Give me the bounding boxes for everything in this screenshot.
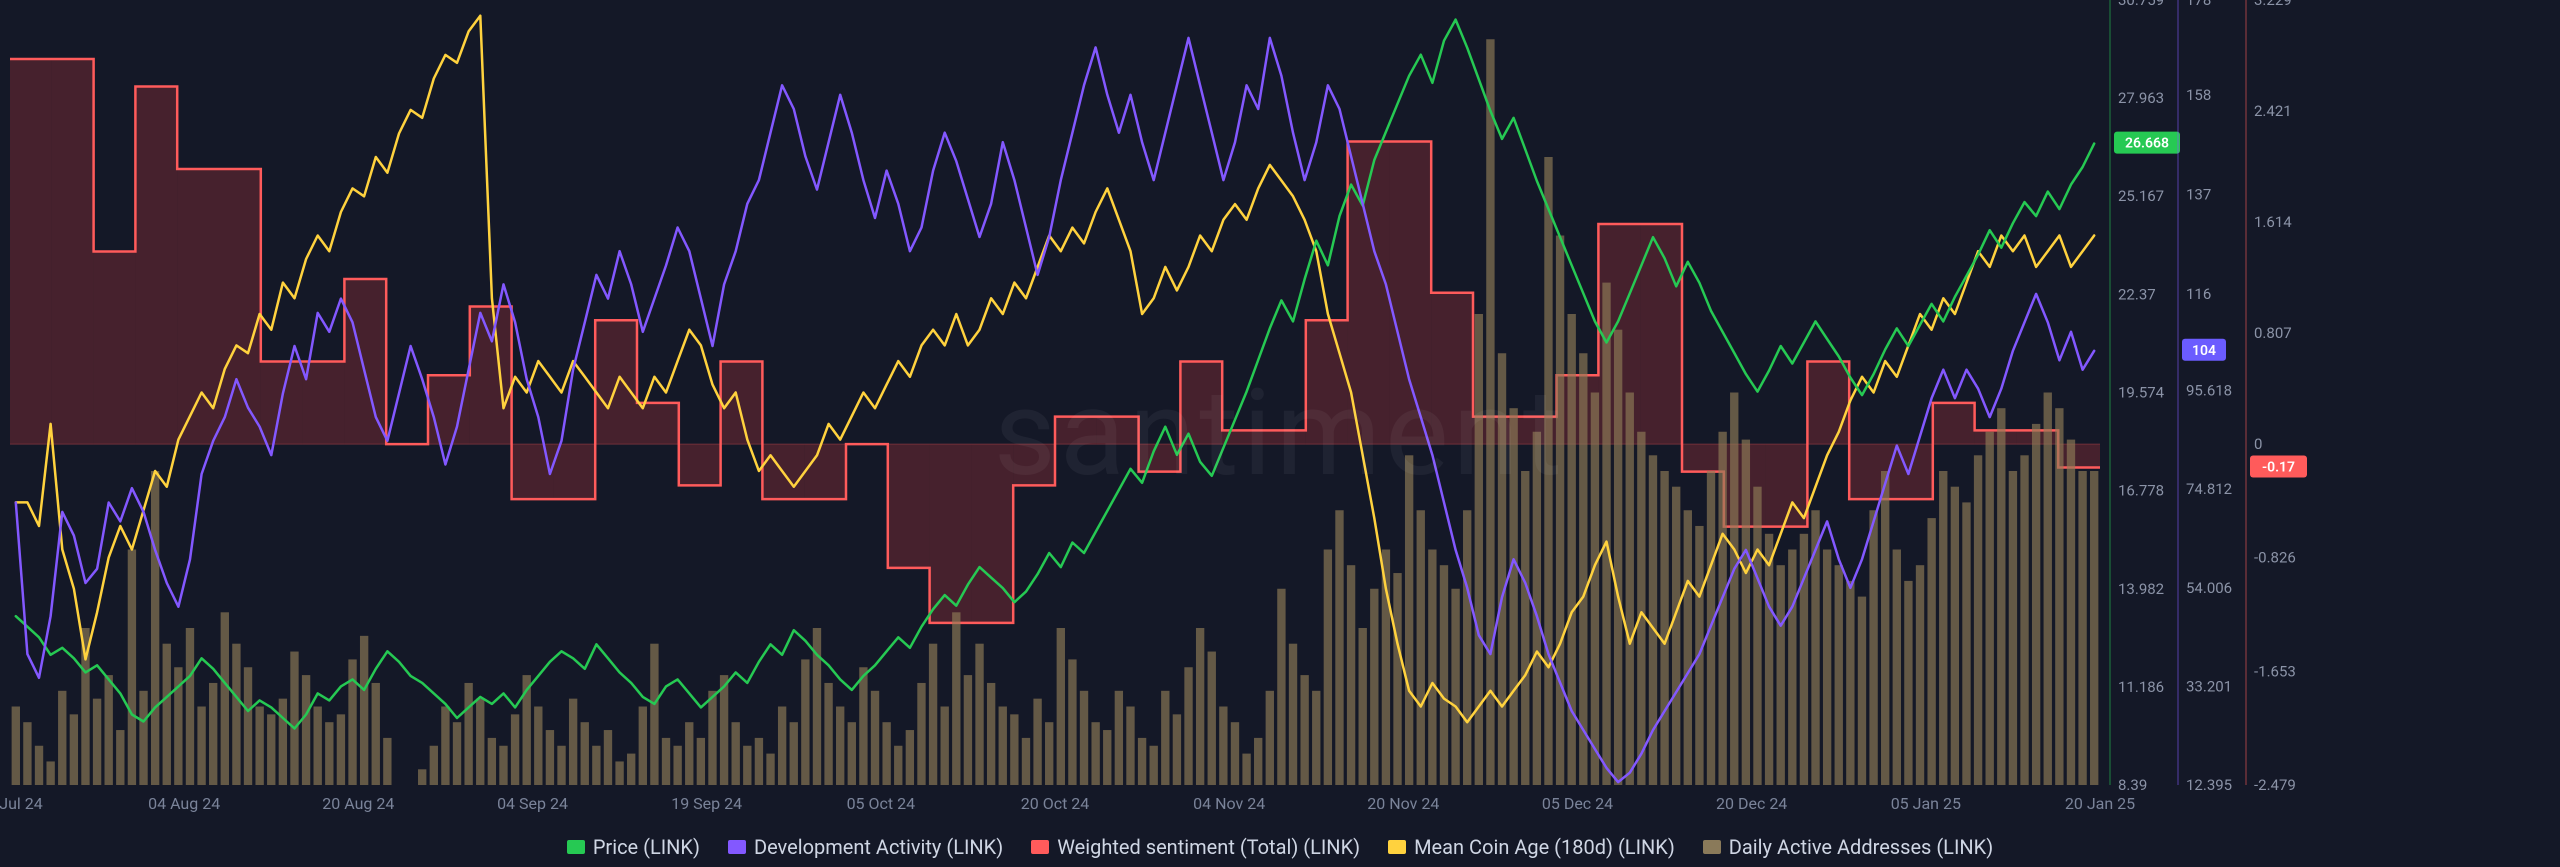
svg-text:74.812: 74.812 xyxy=(2186,480,2232,498)
legend-label: Weighted sentiment (Total) (LINK) xyxy=(1057,835,1360,859)
svg-text:2.421: 2.421 xyxy=(2254,102,2292,120)
svg-text:22.37: 22.37 xyxy=(2118,285,2156,303)
svg-text:20 Nov 24: 20 Nov 24 xyxy=(1367,794,1439,813)
svg-text:27.963: 27.963 xyxy=(2118,89,2164,107)
svg-text:158: 158 xyxy=(2186,86,2211,104)
svg-text:30.759: 30.759 xyxy=(2118,0,2164,9)
legend-swatch xyxy=(1031,840,1049,854)
svg-text:05 Dec 24: 05 Dec 24 xyxy=(1542,794,1613,813)
svg-text:13.982: 13.982 xyxy=(2118,580,2164,598)
chart-container: santiment 19 Jul 2404 Aug 2420 Aug 2404 … xyxy=(0,0,2560,867)
legend: Price (LINK) Development Activity (LINK) W… xyxy=(0,835,2560,859)
svg-text:-2.479: -2.479 xyxy=(2254,776,2296,794)
svg-text:05 Oct 24: 05 Oct 24 xyxy=(847,794,916,813)
legend-label: Price (LINK) xyxy=(593,835,700,859)
svg-text:116: 116 xyxy=(2186,285,2211,303)
svg-text:05 Jan 25: 05 Jan 25 xyxy=(1891,794,1961,813)
legend-item[interactable]: Weighted sentiment (Total) (LINK) xyxy=(1031,835,1360,859)
svg-text:26.668: 26.668 xyxy=(2125,136,2169,152)
svg-text:19 Sep 24: 19 Sep 24 xyxy=(671,794,742,813)
legend-swatch xyxy=(1703,840,1721,854)
legend-swatch xyxy=(567,840,585,854)
legend-swatch xyxy=(728,840,746,854)
legend-item[interactable]: Development Activity (LINK) xyxy=(728,835,1003,859)
legend-swatch xyxy=(1388,840,1406,854)
svg-text:1.614: 1.614 xyxy=(2254,213,2292,231)
svg-text:16.778: 16.778 xyxy=(2118,482,2164,500)
svg-text:25.167: 25.167 xyxy=(2118,187,2164,205)
legend-label: Development Activity (LINK) xyxy=(754,835,1003,859)
svg-text:178: 178 xyxy=(2186,0,2211,9)
svg-text:20 Dec 24: 20 Dec 24 xyxy=(1716,794,1787,813)
svg-text:04 Aug 24: 04 Aug 24 xyxy=(148,794,220,813)
svg-text:20 Jan 25: 20 Jan 25 xyxy=(2065,794,2135,813)
svg-text:33.201: 33.201 xyxy=(2186,677,2232,695)
legend-label: Mean Coin Age (180d) (LINK) xyxy=(1414,835,1675,859)
svg-text:95.618: 95.618 xyxy=(2186,382,2232,400)
svg-text:137: 137 xyxy=(2186,185,2211,203)
svg-text:-0.17: -0.17 xyxy=(2262,459,2295,475)
svg-text:12.395: 12.395 xyxy=(2186,776,2232,794)
svg-text:104: 104 xyxy=(2192,343,2216,359)
svg-text:04 Sep 24: 04 Sep 24 xyxy=(497,794,568,813)
svg-text:0: 0 xyxy=(2254,435,2262,453)
svg-text:20 Aug 24: 20 Aug 24 xyxy=(322,794,394,813)
legend-item[interactable]: Mean Coin Age (180d) (LINK) xyxy=(1388,835,1675,859)
svg-text:8.39: 8.39 xyxy=(2118,776,2147,794)
svg-text:20 Oct 24: 20 Oct 24 xyxy=(1021,794,1090,813)
svg-text:54.006: 54.006 xyxy=(2186,579,2232,597)
legend-item[interactable]: Daily Active Addresses (LINK) xyxy=(1703,835,1993,859)
svg-text:0.807: 0.807 xyxy=(2254,324,2292,342)
legend-label: Daily Active Addresses (LINK) xyxy=(1729,835,1993,859)
svg-text:04 Nov 24: 04 Nov 24 xyxy=(1193,794,1265,813)
svg-text:-0.826: -0.826 xyxy=(2254,549,2296,567)
svg-text:-1.653: -1.653 xyxy=(2254,662,2296,680)
chart-svg[interactable]: 19 Jul 24 04 Aug 24 20 Aug 24 04 Sep 24 19 S… xyxy=(0,0,2560,867)
svg-text:19.574: 19.574 xyxy=(2118,384,2165,402)
svg-text:3.229: 3.229 xyxy=(2254,0,2292,9)
legend-item[interactable]: Price (LINK) xyxy=(567,835,700,859)
svg-text:19 Jul 24: 19 Jul 24 xyxy=(0,794,43,813)
svg-text:11.186: 11.186 xyxy=(2118,678,2164,696)
